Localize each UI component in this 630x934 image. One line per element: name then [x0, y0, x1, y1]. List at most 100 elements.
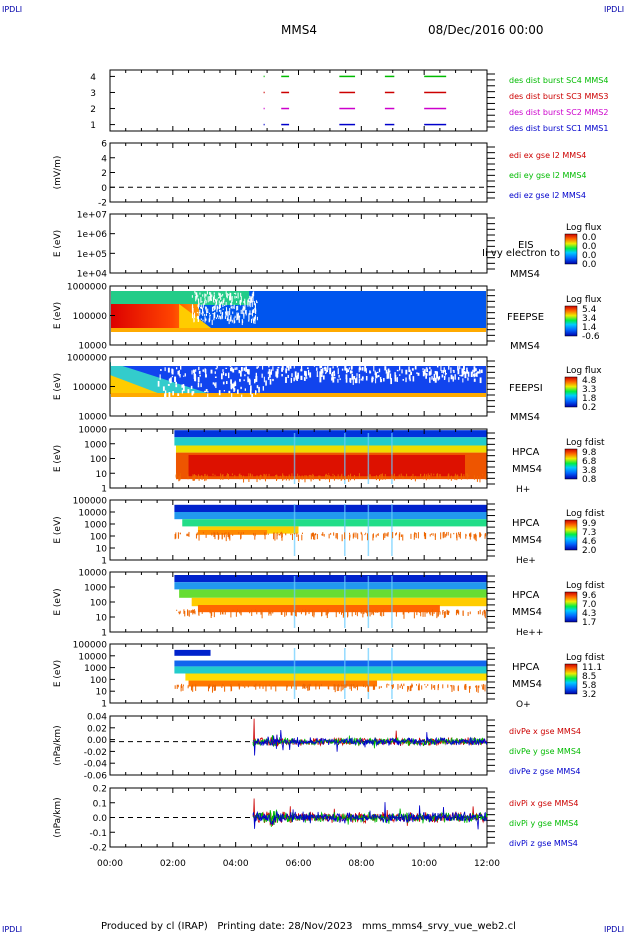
- heatmap-speckle: [415, 533, 417, 539]
- heatmap-speckle: [434, 533, 436, 538]
- heatmap-gap: [462, 368, 464, 375]
- heatmap-gap: [300, 365, 303, 371]
- heatmap-speckle: [395, 610, 397, 617]
- heatmap-speckle: [259, 684, 261, 689]
- heatmap-gap: [230, 379, 232, 384]
- legend-entry: divPe z gse MMS4: [509, 767, 580, 776]
- heatmap-speckle: [469, 611, 471, 615]
- divpi-ytick: 0.1: [93, 799, 107, 809]
- heatmap-speckle: [391, 684, 393, 689]
- time-tick-label: 04:00: [223, 859, 249, 869]
- heatmap-gap: [473, 378, 476, 382]
- heatmap-gap: [251, 293, 253, 298]
- heatmap-speckle: [285, 532, 287, 536]
- heatmap-gap: [212, 309, 214, 311]
- y-axis-label: E (eV): [53, 230, 63, 257]
- heatmap-speckle: [273, 685, 275, 687]
- heatmap-cell: [174, 582, 487, 590]
- time-tick-label: 02:00: [160, 859, 186, 869]
- heatmap-gap: [199, 292, 201, 295]
- heatmap-speckle: [397, 683, 399, 690]
- heatmap-speckle: [194, 610, 196, 615]
- heatmap-gap: [460, 374, 463, 377]
- heatmap-gap: [205, 374, 207, 378]
- burst-segment: [424, 75, 447, 78]
- heatmap-speckle: [325, 610, 327, 616]
- burst-segment: [384, 75, 395, 78]
- heatmap-speckle: [289, 475, 291, 479]
- heatmap-speckle: [298, 475, 300, 480]
- heatmap-speckle: [248, 476, 250, 482]
- heatmap-gap: [227, 372, 230, 379]
- hpca_h-ytick: 1000: [84, 440, 107, 450]
- burst-segment: [263, 123, 265, 126]
- heatmap-speckle: [445, 533, 447, 538]
- heatmap-speckle: [232, 609, 234, 612]
- heatmap-gap: [226, 381, 228, 384]
- heatmap-gap: [243, 300, 245, 303]
- heatmap-speckle: [424, 532, 426, 539]
- heatmap-speckle: [174, 534, 176, 540]
- heatmap-speckle: [446, 532, 448, 534]
- heatmap-speckle: [222, 611, 224, 615]
- heatmap-gap: [409, 378, 411, 382]
- heatmap-speckle: [423, 475, 425, 480]
- heatmap-gap: [349, 370, 352, 374]
- heatmap-gap: [275, 371, 278, 377]
- heatmap-gap: [333, 370, 335, 374]
- heatmap-speckle: [272, 685, 274, 687]
- heatmap-speckle: [460, 475, 462, 480]
- heatmap-gap: [221, 315, 223, 319]
- hpca_o-ytick: 10000: [78, 652, 107, 662]
- heatmap-gap: [206, 291, 208, 295]
- burst-segment: [263, 75, 265, 78]
- heatmap-speckle: [375, 534, 377, 538]
- y-axis-label: (nPa/km): [53, 725, 63, 765]
- colorbar-tick-label: 9.6: [582, 591, 597, 601]
- heatmap-gap: [216, 365, 218, 368]
- heatmap-gap: [365, 375, 368, 381]
- heatmap-gap: [193, 370, 196, 376]
- heatmap-cell: [111, 393, 486, 397]
- heatmap-speckle: [227, 534, 229, 537]
- heatmap-speckle: [353, 532, 355, 538]
- heatmap-gap: [300, 368, 303, 372]
- heatmap-gap: [218, 315, 220, 318]
- heatmap-speckle: [263, 473, 265, 478]
- heatmap-speckle: [192, 609, 194, 613]
- panel-label: MMS4: [510, 412, 540, 423]
- heatmap-gap: [441, 374, 444, 378]
- heatmap-gap: [243, 312, 245, 317]
- heatmap-gap: [240, 386, 242, 390]
- heatmap-gap: [429, 366, 431, 370]
- heatmap-speckle: [391, 474, 393, 479]
- divpi-ytick: -0.1: [89, 829, 107, 839]
- heatmap-speckle: [180, 685, 182, 692]
- heatmap-gap: [422, 368, 424, 371]
- heatmap-speckle: [179, 475, 181, 480]
- edi-ytick: 6: [101, 140, 107, 150]
- heatmap-speckle: [432, 533, 434, 536]
- heatmap-gap: [236, 367, 238, 370]
- burst-segment: [281, 123, 290, 126]
- heatmap-gap: [241, 394, 243, 398]
- divpi-ytick: 0.2: [93, 785, 107, 795]
- heatmap-gap: [240, 296, 242, 302]
- legend-entry: des dist burst SC3 MMS3: [509, 92, 608, 101]
- heatmap-gap: [399, 374, 401, 376]
- heatmap-speckle: [238, 685, 240, 689]
- heatmap-speckle: [226, 473, 228, 478]
- legend-entry: divPi x gse MMS4: [509, 799, 578, 808]
- heatmap-speckle: [301, 475, 303, 480]
- heatmap-gap: [345, 365, 347, 367]
- heatmap-gap: [222, 311, 224, 315]
- heatmap-speckle: [291, 685, 293, 689]
- divpe-series-2: [252, 729, 488, 756]
- heatmap-speckle: [196, 532, 198, 536]
- heatmap-speckle: [238, 474, 240, 477]
- heatmap-speckle: [281, 533, 283, 538]
- heatmap-gap: [479, 377, 482, 384]
- heatmap-speckle: [188, 610, 190, 617]
- heatmap-speckle: [374, 685, 376, 690]
